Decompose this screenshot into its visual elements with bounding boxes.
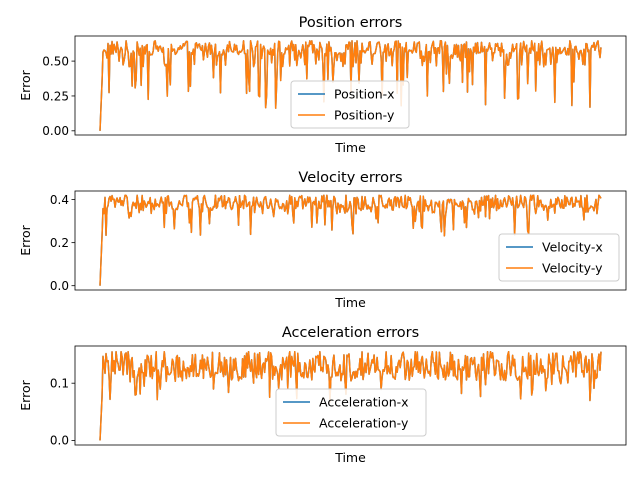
series-line-acceleration-y	[99, 350, 602, 441]
x-axis-label: Time	[334, 450, 366, 465]
axes-frame	[74, 190, 627, 291]
y-tick-label: 0.1	[50, 376, 69, 390]
x-axis-label: Time	[334, 140, 366, 155]
legend: Velocity-x Velocity-y	[498, 233, 620, 282]
legend-entry: Position-y	[334, 108, 395, 123]
y-tick-label: 0.00	[42, 124, 69, 138]
x-axis-label: Time	[334, 295, 366, 310]
subplot-3: Acceleration errors 0.0 0.1 Time Error Accele…	[18, 325, 627, 465]
legend-box	[290, 80, 410, 129]
legend-entry: Acceleration-x	[319, 395, 409, 410]
legend-box	[498, 233, 620, 282]
y-tick-label: 0.0	[50, 434, 69, 448]
legend: Acceleration-x Acceleration-y	[275, 388, 427, 437]
axes-frame	[74, 35, 627, 136]
y-tick-label: 0.4	[50, 193, 69, 207]
subplot-title: Velocity errors	[298, 170, 402, 186]
legend-entry: Velocity-x	[542, 240, 603, 255]
y-tick-label: 0.2	[50, 236, 69, 250]
y-axis-label: Error	[18, 69, 33, 100]
y-axis-label: Error	[18, 224, 33, 255]
legend: Position-x Position-y	[290, 80, 410, 129]
legend-entry: Acceleration-y	[319, 416, 409, 431]
series-line-position-y	[99, 40, 602, 131]
y-axis-label: Error	[18, 379, 33, 410]
y-tick-label: 0.25	[42, 89, 69, 103]
legend-entry: Velocity-y	[542, 261, 603, 276]
subplot-1: Position errors 0.00 0.25 0.50 Time Error Posi…	[18, 15, 627, 155]
y-tick-label: 0.0	[50, 279, 69, 293]
legend-entry: Position-x	[334, 87, 395, 102]
y-tick-label: 0.50	[42, 54, 69, 68]
subplot-2: Velocity errors 0.0 0.2 0.4 Time Error Velocit…	[18, 170, 627, 310]
subplot-title: Position errors	[299, 15, 403, 31]
series-line-velocity-y	[99, 194, 602, 286]
axes-frame	[74, 345, 627, 446]
subplot-title: Acceleration errors	[282, 325, 419, 341]
legend-box	[275, 388, 427, 437]
